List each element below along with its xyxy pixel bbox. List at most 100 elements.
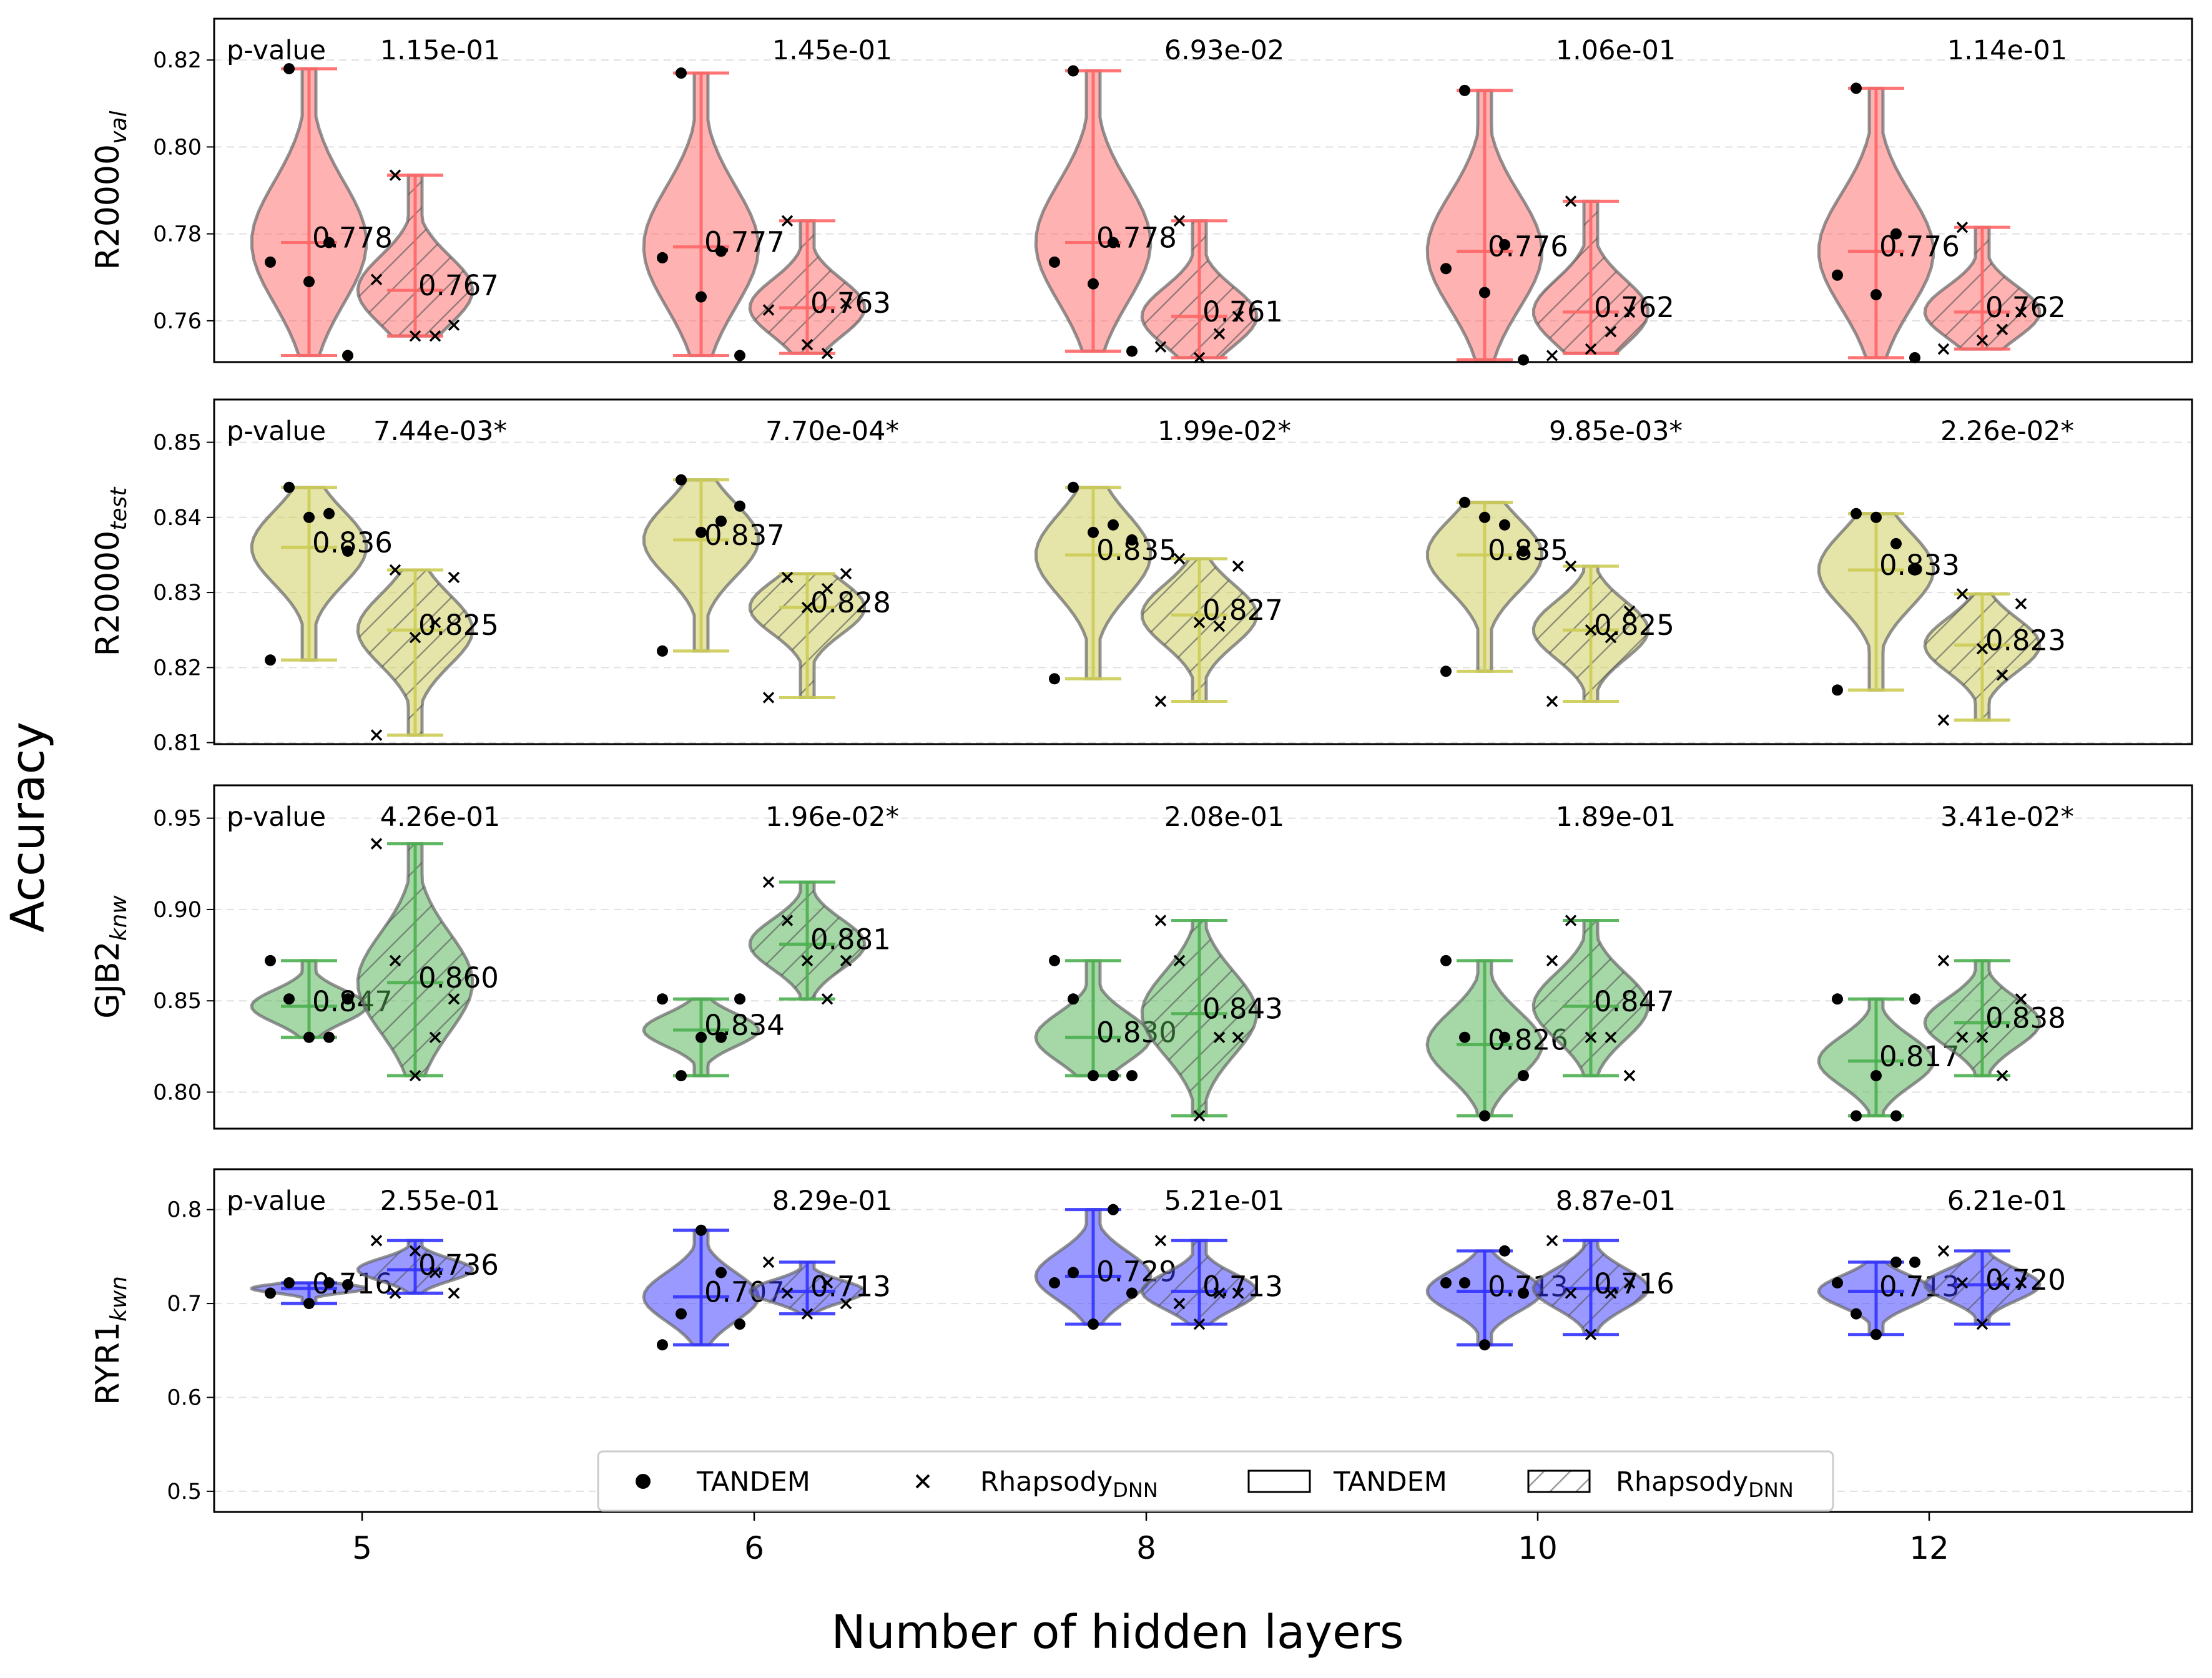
rhapsody-point xyxy=(1213,1287,1226,1299)
rhapsody-mean-label: 0.828 xyxy=(810,586,891,619)
tandem-mean-label: 0.837 xyxy=(704,519,785,552)
rhapsody-point xyxy=(389,954,401,967)
rhapsody-mean-label: 0.825 xyxy=(1594,609,1674,642)
y-tick-label: 0.7 xyxy=(167,1292,202,1317)
tandem-point xyxy=(1518,354,1529,366)
tandem-point xyxy=(1088,1318,1099,1330)
rhapsody-point xyxy=(1546,954,1558,967)
rhapsody-point xyxy=(1173,1297,1186,1310)
rhapsody-mean-label: 0.881 xyxy=(810,923,891,956)
rhapsody-point xyxy=(762,692,775,704)
tandem-point xyxy=(342,350,353,361)
tandem-point xyxy=(1479,287,1490,298)
pvalue-label: p-value xyxy=(227,802,326,833)
rhapsody-violin-group: 0.716 xyxy=(1531,1235,1674,1340)
legend-box-icon xyxy=(1247,1469,1311,1493)
tandem-violin-group: 0.835 xyxy=(1034,481,1177,685)
tandem-point xyxy=(1909,993,1920,1005)
tandem-point xyxy=(283,481,295,493)
rhapsody-point xyxy=(429,330,441,342)
rhapsody-point xyxy=(1173,215,1186,227)
rhapsody-point xyxy=(2015,306,2027,318)
panel-frame xyxy=(213,398,2193,745)
rhapsody-violin-group: 0.763 xyxy=(748,215,891,360)
tandem-point xyxy=(657,252,668,263)
tandem-violin-group: 0.835 xyxy=(1425,496,1568,677)
legend: TANDEM RhapsodyDNN TANDEM RhapsodyDNN xyxy=(597,1450,1834,1512)
tandem-point xyxy=(1088,526,1099,538)
tandem-point xyxy=(342,993,353,1005)
pvalue-text: 3.41e-02* xyxy=(1940,802,2074,833)
tandem-point xyxy=(1088,1070,1099,1082)
y-tick-label: 0.83 xyxy=(153,581,202,606)
x-tick-label: 10 xyxy=(1518,1530,1558,1566)
tandem-point xyxy=(657,993,668,1005)
pvalue-text: 8.87e-01 xyxy=(1556,1185,1676,1217)
tandem-point xyxy=(342,1279,353,1291)
tandem-point xyxy=(1870,289,1882,301)
rhapsody-point xyxy=(409,631,421,644)
rhapsody-violin-group: 0.825 xyxy=(1531,560,1674,707)
pvalue-text: 7.44e-03* xyxy=(373,416,507,447)
rhapsody-point xyxy=(389,564,401,576)
tandem-point xyxy=(1851,1308,1862,1320)
tandem-point xyxy=(657,645,668,657)
rhapsody-point xyxy=(781,1287,794,1299)
rhapsody-point xyxy=(409,1069,421,1082)
rhapsody-point xyxy=(781,571,794,584)
tandem-point xyxy=(715,1031,727,1043)
tandem-point xyxy=(265,654,276,666)
legend-label-main: TANDEM xyxy=(1333,1466,1447,1498)
y-tick-label: 0.81 xyxy=(153,731,202,756)
y-tick-label: 0.84 xyxy=(153,506,202,531)
tandem-violin-group: 0.836 xyxy=(250,481,393,666)
tandem-point xyxy=(696,1224,707,1236)
tandem-point xyxy=(1832,269,1843,281)
rhapsody-point xyxy=(1937,343,1950,355)
y-tick-label: 0.90 xyxy=(153,898,202,923)
tandem-mean-label: 0.776 xyxy=(1879,230,1960,263)
rhapsody-point xyxy=(1546,1235,1558,1247)
tandem-violin-group: 0.776 xyxy=(1817,82,1960,364)
rhapsody-point xyxy=(1154,341,1167,353)
rhapsody-point xyxy=(801,601,814,614)
rhapsody-violin-group: 0.843 xyxy=(1140,915,1283,1122)
tandem-point xyxy=(303,1031,315,1043)
tandem-point xyxy=(1088,278,1099,290)
tandem-point xyxy=(1909,352,1920,364)
tandem-point xyxy=(1049,954,1060,966)
pvalue-label: p-value xyxy=(227,416,326,447)
rhapsody-violin-group: 0.762 xyxy=(1531,195,1674,361)
tandem-point xyxy=(1126,1070,1138,1082)
tandem-point xyxy=(1108,1204,1119,1215)
y-tick-label: 0.95 xyxy=(153,807,202,832)
tandem-point xyxy=(1440,954,1452,966)
rhapsody-violin-group: 0.823 xyxy=(1923,588,2066,726)
rhapsody-point xyxy=(1565,195,1577,207)
tandem-point xyxy=(1499,1031,1510,1043)
panel-ylabel: RYR1kwn xyxy=(89,1276,132,1405)
pvalue-text: 6.21e-01 xyxy=(1947,1185,2067,1217)
rhapsody-point xyxy=(840,1297,852,1310)
tandem-point xyxy=(1108,1070,1119,1082)
tandem-point xyxy=(1832,684,1843,696)
tandem-mean-label: 0.833 xyxy=(1879,549,1960,582)
rhapsody-point xyxy=(1232,560,1244,572)
rhapsody-point xyxy=(1173,552,1186,565)
pvalue-text: 1.14e-01 xyxy=(1947,35,2067,66)
rhapsody-point xyxy=(762,1256,775,1268)
rhapsody-mean-label: 0.736 xyxy=(418,1249,499,1282)
rhapsody-point xyxy=(1605,1287,1617,1299)
pvalue-text: 8.29e-01 xyxy=(772,1185,892,1217)
rhapsody-mean-label: 0.823 xyxy=(1985,624,2066,657)
x-tick-label: 8 xyxy=(1136,1530,1156,1566)
rhapsody-mean-label: 0.763 xyxy=(810,287,891,320)
rhapsody-point xyxy=(1232,1287,1244,1299)
tandem-mean-label: 0.778 xyxy=(1096,222,1177,255)
tandem-point xyxy=(1479,1110,1490,1122)
rhapsody-point xyxy=(1232,310,1244,323)
tandem-point xyxy=(1049,256,1060,268)
tandem-point xyxy=(1068,993,1079,1005)
tandem-point xyxy=(303,276,315,288)
tandem-point xyxy=(657,1339,668,1351)
